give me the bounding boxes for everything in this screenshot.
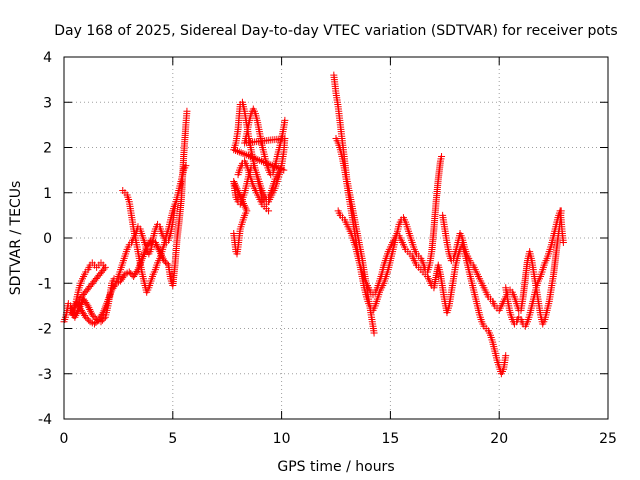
chart-title: Day 168 of 2025, Sidereal Day-to-day VTE… [54, 23, 617, 39]
y-tick-label: -4 [38, 412, 52, 428]
y-tick-label: -1 [38, 276, 52, 292]
y-tick-label: -2 [38, 322, 52, 338]
x-tick-label: 0 [60, 431, 69, 447]
y-tick-labels: -4 -3 -2 -1 0 1 2 3 4 [38, 50, 52, 428]
x-tick-label: 20 [490, 431, 508, 447]
y-tick-label: 1 [43, 186, 52, 202]
y-tick-label: 0 [43, 231, 52, 247]
y-tick-label: -3 [38, 367, 52, 383]
x-tick-labels: 0 5 10 15 20 25 [60, 431, 617, 447]
y-axis-label: SDTVAR / TECUs [8, 181, 24, 296]
axis-ticks [63, 56, 609, 420]
x-tick-label: 25 [599, 431, 617, 447]
x-tick-label: 15 [381, 431, 399, 447]
x-axis-label: GPS time / hours [277, 459, 394, 475]
series-markers [330, 71, 567, 378]
y-tick-label: 4 [43, 50, 52, 66]
x-tick-label: 5 [168, 431, 177, 447]
x-tick-label: 10 [273, 431, 291, 447]
y-tick-label: 2 [43, 141, 52, 157]
y-tick-label: 3 [43, 95, 52, 111]
series-markers [230, 98, 289, 258]
